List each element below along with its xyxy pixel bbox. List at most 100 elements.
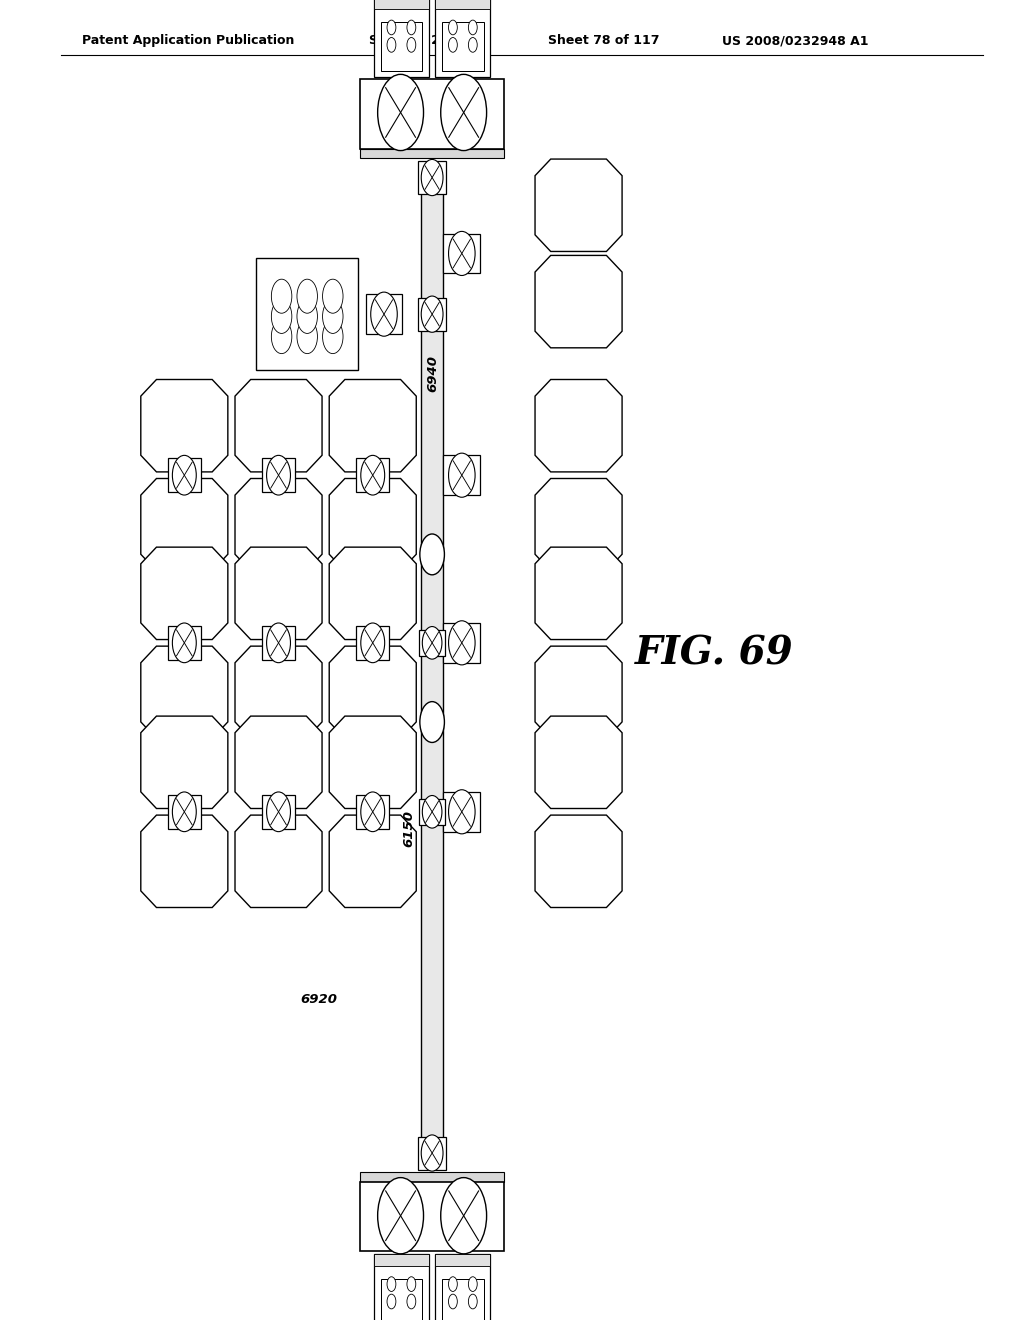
Ellipse shape: [271, 319, 292, 354]
Ellipse shape: [297, 319, 317, 354]
Bar: [374, 0, 429, 77]
Ellipse shape: [421, 296, 443, 333]
Ellipse shape: [468, 1294, 477, 1309]
Text: 6180: 6180: [426, 533, 439, 570]
Ellipse shape: [449, 620, 475, 665]
Ellipse shape: [421, 160, 443, 195]
Polygon shape: [330, 546, 416, 640]
Polygon shape: [141, 814, 228, 908]
Ellipse shape: [449, 1276, 458, 1291]
Bar: [435, 1254, 490, 1320]
Bar: [356, 626, 389, 660]
Ellipse shape: [449, 37, 458, 53]
Polygon shape: [330, 814, 416, 908]
Bar: [418, 1137, 446, 1170]
Ellipse shape: [297, 300, 317, 334]
Bar: [262, 795, 295, 829]
Ellipse shape: [421, 1135, 443, 1171]
Ellipse shape: [422, 627, 442, 659]
Ellipse shape: [387, 37, 396, 53]
Polygon shape: [535, 645, 622, 739]
Bar: [443, 234, 480, 273]
Polygon shape: [330, 645, 416, 739]
Text: 6920: 6920: [300, 993, 337, 1006]
Bar: [443, 792, 480, 832]
Bar: [421, 193, 443, 1166]
Ellipse shape: [422, 796, 442, 828]
Ellipse shape: [172, 792, 197, 832]
Bar: [381, 22, 422, 71]
Ellipse shape: [297, 280, 317, 313]
Text: US 2008/0232948 A1: US 2008/0232948 A1: [722, 34, 868, 48]
Bar: [435, 0, 490, 9]
Polygon shape: [141, 645, 228, 739]
Ellipse shape: [449, 20, 458, 34]
Ellipse shape: [407, 37, 416, 53]
Ellipse shape: [271, 300, 292, 334]
Ellipse shape: [440, 1177, 486, 1254]
Bar: [168, 795, 201, 829]
Bar: [360, 149, 504, 158]
Bar: [366, 294, 402, 334]
Bar: [374, 1254, 429, 1266]
Bar: [443, 455, 480, 495]
Polygon shape: [535, 478, 622, 570]
Polygon shape: [236, 715, 322, 808]
Text: Patent Application Publication: Patent Application Publication: [82, 34, 294, 48]
Bar: [435, 1254, 490, 1266]
Polygon shape: [535, 255, 622, 347]
Polygon shape: [141, 380, 228, 473]
Ellipse shape: [172, 623, 197, 663]
Bar: [419, 630, 445, 656]
Text: 6940: 6940: [426, 355, 439, 392]
Ellipse shape: [387, 20, 396, 34]
Bar: [418, 161, 446, 194]
Ellipse shape: [266, 792, 291, 832]
Ellipse shape: [172, 455, 197, 495]
Bar: [356, 458, 389, 492]
Ellipse shape: [271, 280, 292, 313]
Bar: [262, 626, 295, 660]
Text: Sheet 78 of 117: Sheet 78 of 117: [548, 34, 659, 48]
Text: FIG. 69: FIG. 69: [635, 635, 794, 672]
Text: 6150: 6150: [402, 810, 416, 847]
Polygon shape: [330, 380, 416, 473]
Ellipse shape: [360, 623, 385, 663]
Polygon shape: [236, 478, 322, 570]
Polygon shape: [330, 478, 416, 570]
Ellipse shape: [378, 74, 424, 150]
Bar: [256, 259, 358, 370]
Ellipse shape: [387, 1294, 396, 1309]
Ellipse shape: [407, 1294, 416, 1309]
Bar: [360, 1181, 504, 1251]
Bar: [360, 79, 504, 149]
Ellipse shape: [468, 20, 477, 34]
Ellipse shape: [360, 455, 385, 495]
Ellipse shape: [407, 20, 416, 34]
Bar: [374, 1254, 429, 1320]
Bar: [443, 623, 480, 663]
Ellipse shape: [360, 792, 385, 832]
Polygon shape: [236, 546, 322, 640]
Ellipse shape: [440, 74, 486, 150]
Bar: [442, 1279, 483, 1320]
Polygon shape: [141, 715, 228, 808]
Polygon shape: [535, 380, 622, 473]
Bar: [374, 0, 429, 9]
Ellipse shape: [449, 231, 475, 276]
Ellipse shape: [449, 453, 475, 498]
Bar: [435, 0, 490, 77]
Ellipse shape: [449, 789, 475, 834]
Bar: [262, 458, 295, 492]
Ellipse shape: [449, 1294, 458, 1309]
Ellipse shape: [266, 455, 291, 495]
Bar: [442, 22, 483, 71]
Polygon shape: [236, 380, 322, 473]
Bar: [418, 297, 446, 330]
Bar: [356, 795, 389, 829]
Ellipse shape: [468, 1276, 477, 1291]
Bar: [168, 458, 201, 492]
Ellipse shape: [468, 37, 477, 53]
Polygon shape: [535, 814, 622, 908]
Text: Sep. 25, 2008: Sep. 25, 2008: [369, 34, 466, 48]
